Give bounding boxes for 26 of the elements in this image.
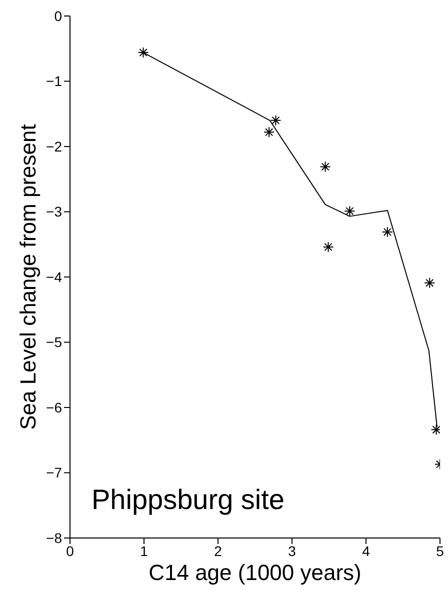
y-tick-label: 0 — [54, 8, 62, 24]
y-tick-label: −7 — [46, 464, 62, 481]
y-tick-label: −3 — [46, 204, 62, 220]
x-tick-label: 0 — [66, 542, 74, 559]
x-tick-label: 4 — [362, 542, 370, 559]
point — [382, 226, 393, 238]
point — [270, 114, 282, 126]
point — [424, 277, 436, 288]
point — [344, 206, 356, 217]
x-tick-label: 1 — [140, 542, 148, 559]
y-tick-label: −1 — [46, 73, 62, 90]
annotation: Phippsburg site — [90, 484, 286, 516]
y-tick-label: −2 — [46, 138, 62, 154]
y-axis-title: Sea Level change from present — [16, 124, 40, 430]
point — [322, 241, 334, 252]
y-tick-label: −8 — [46, 530, 62, 546]
x-axis-title: C14 age (1000 years) — [148, 560, 362, 585]
point — [320, 161, 331, 172]
x-tick-label: 5 — [436, 542, 444, 559]
point — [138, 47, 149, 58]
y-tick-label: −5 — [46, 334, 62, 350]
x-tick-label: 2 — [214, 542, 222, 559]
y-tick-label: −6 — [46, 399, 62, 416]
x-tick-label: 3 — [288, 542, 296, 559]
y-tick-label: −4 — [46, 268, 62, 285]
point — [264, 126, 275, 138]
